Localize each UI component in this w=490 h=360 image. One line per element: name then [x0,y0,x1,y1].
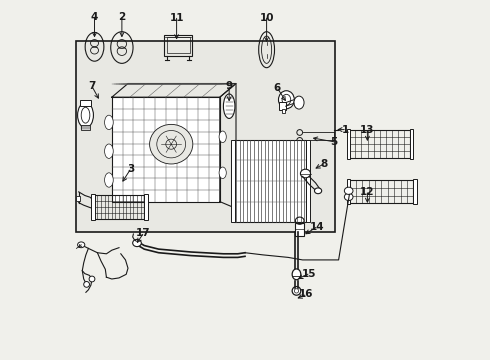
Bar [346,179,350,204]
Bar [80,100,91,106]
Ellipse shape [292,269,301,280]
Bar [81,125,90,130]
Polygon shape [220,84,236,208]
Bar [234,140,306,222]
Bar [349,130,410,158]
Ellipse shape [294,96,304,109]
Text: 10: 10 [259,13,274,23]
Bar [306,140,310,222]
Bar [94,195,144,219]
Text: 12: 12 [360,186,375,197]
Bar [295,223,304,236]
Bar [76,41,335,232]
Ellipse shape [315,188,321,194]
Ellipse shape [104,173,113,187]
Ellipse shape [344,193,353,201]
Text: 8: 8 [320,159,328,169]
Bar [76,196,80,201]
Bar [279,102,286,110]
Text: 16: 16 [299,289,314,300]
Text: 11: 11 [170,13,184,23]
Ellipse shape [77,242,85,248]
Text: 4: 4 [91,12,98,22]
Polygon shape [112,84,236,97]
Bar [410,129,414,159]
Ellipse shape [300,169,311,178]
Text: 6: 6 [274,83,281,93]
Text: 1: 1 [342,125,349,135]
Text: 9: 9 [225,81,233,91]
Ellipse shape [219,167,226,179]
Bar [91,194,95,220]
Bar [164,35,192,56]
Text: 5: 5 [331,137,338,147]
Bar [346,129,350,159]
Bar [414,179,417,204]
Bar [144,194,148,220]
Ellipse shape [84,282,90,287]
Ellipse shape [77,103,94,128]
Ellipse shape [104,115,113,130]
Bar [112,97,220,202]
Text: 17: 17 [136,228,151,238]
Ellipse shape [89,276,95,282]
Ellipse shape [133,239,141,247]
Ellipse shape [344,187,353,194]
Ellipse shape [104,144,113,158]
Text: 13: 13 [360,125,375,135]
Text: 2: 2 [118,12,125,22]
Ellipse shape [223,94,235,118]
Ellipse shape [149,124,193,164]
Bar [167,37,190,53]
Bar [282,109,285,113]
Ellipse shape [219,131,226,143]
Ellipse shape [292,287,301,295]
Text: 7: 7 [88,81,96,91]
Text: 15: 15 [302,269,317,279]
Text: 3: 3 [127,164,134,174]
Bar [231,140,235,222]
Bar [349,180,414,203]
Text: 14: 14 [310,222,324,232]
Ellipse shape [278,91,294,109]
